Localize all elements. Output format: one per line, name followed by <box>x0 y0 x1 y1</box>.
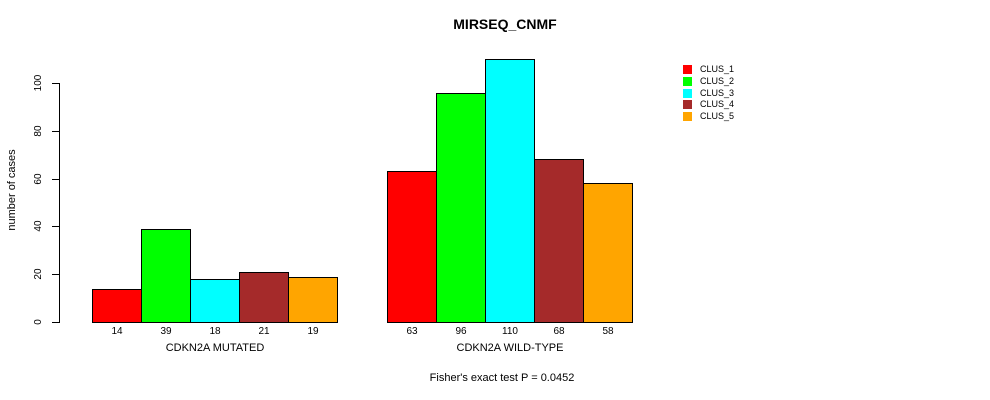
bar-CLUS_3-group2 <box>485 59 535 323</box>
group-label-2: CDKN2A WILD-TYPE <box>456 342 564 354</box>
y-tick-mark-0 <box>52 322 59 323</box>
legend-item-CLUS_1: CLUS_1 <box>683 64 734 76</box>
bar-value-label: 68 <box>553 326 565 337</box>
bar-value-label: 14 <box>111 326 123 337</box>
legend-label: CLUS_1 <box>700 64 735 75</box>
legend-item-CLUS_3: CLUS_3 <box>683 87 734 99</box>
legend-swatch-icon <box>683 112 692 122</box>
bar-value-label: 96 <box>455 326 467 337</box>
y-tick-mark-80 <box>52 131 59 132</box>
y-tick-label-100: 100 <box>33 74 44 92</box>
bar-CLUS_4-group2 <box>534 159 584 323</box>
bar-CLUS_2-group1 <box>141 229 191 323</box>
bar-value-label: 19 <box>307 326 319 337</box>
bar-CLUS_3-group1 <box>190 279 240 323</box>
legend-label: CLUS_2 <box>700 76 735 87</box>
y-tick-label-40: 40 <box>33 220 44 232</box>
y-tick-label-80: 80 <box>33 125 44 137</box>
legend-item-CLUS_2: CLUS_2 <box>683 76 734 88</box>
legend-label: CLUS_3 <box>700 87 735 98</box>
y-tick-mark-60 <box>52 179 59 180</box>
y-axis-line <box>59 83 60 323</box>
bar-CLUS_5-group1 <box>288 277 338 323</box>
chart-title: MIRSEQ_CNMF <box>453 16 557 32</box>
bar-value-label: 110 <box>502 326 518 337</box>
group-label-1: CDKN2A MUTATED <box>165 342 265 354</box>
bar-value-label: 63 <box>406 326 418 337</box>
bar-value-label: 39 <box>160 326 172 337</box>
y-tick-mark-40 <box>52 226 59 227</box>
legend-label: CLUS_4 <box>700 99 735 110</box>
y-tick-mark-20 <box>52 274 59 275</box>
legend-swatch-icon <box>683 65 692 75</box>
bar-CLUS_2-group2 <box>436 93 486 323</box>
legend-swatch-icon <box>683 88 692 98</box>
bar-value-label: 21 <box>258 326 270 337</box>
bar-CLUS_4-group1 <box>239 272 289 323</box>
y-tick-label-0: 0 <box>33 319 44 325</box>
y-tick-mark-100 <box>52 83 59 84</box>
legend-item-CLUS_5: CLUS_5 <box>683 111 734 123</box>
legend-swatch-icon <box>683 77 692 87</box>
y-axis-label: number of cases <box>6 149 18 231</box>
legend-label: CLUS_5 <box>700 111 735 122</box>
legend: CLUS_1 CLUS_2 CLUS_3 CLUS_4 CLUS_5 <box>683 64 734 122</box>
bar-CLUS_1-group2 <box>387 171 437 323</box>
legend-swatch-icon <box>683 100 692 110</box>
bar-CLUS_1-group1 <box>92 289 142 323</box>
footnote: Fisher's exact test P = 0.0452 <box>429 372 575 384</box>
y-tick-label-60: 60 <box>33 173 44 185</box>
legend-item-CLUS_4: CLUS_4 <box>683 99 734 111</box>
y-tick-label-20: 20 <box>33 268 44 280</box>
bar-CLUS_5-group2 <box>583 183 633 323</box>
bar-value-label: 58 <box>602 326 614 337</box>
bar-value-label: 18 <box>209 326 221 337</box>
